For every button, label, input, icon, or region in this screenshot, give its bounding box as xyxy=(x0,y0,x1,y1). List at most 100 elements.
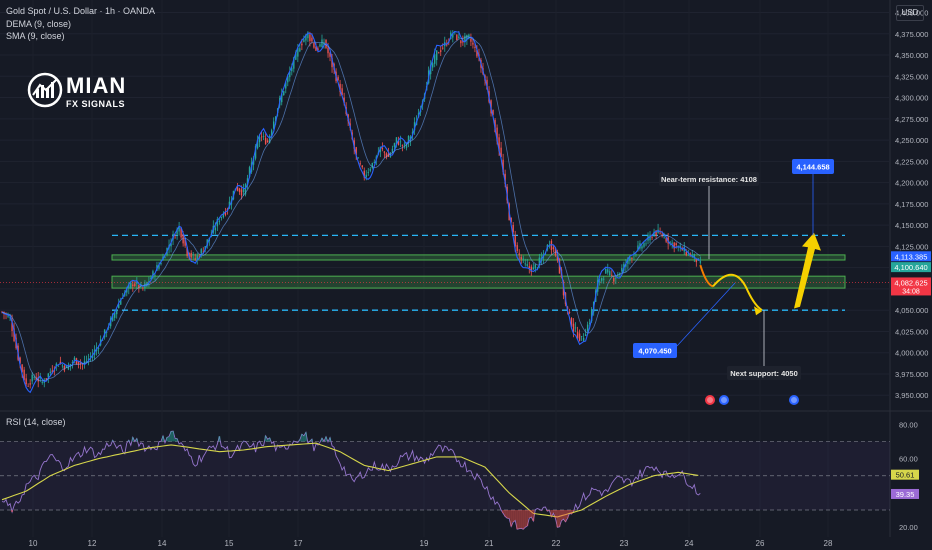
rsi-indicator-label[interactable]: RSI (14, close) xyxy=(6,417,66,427)
candle[interactable] xyxy=(574,327,577,329)
low-price-label-box[interactable] xyxy=(633,343,677,358)
candle[interactable] xyxy=(29,383,31,385)
candle[interactable] xyxy=(373,162,376,163)
candle[interactable] xyxy=(154,274,156,276)
candle[interactable] xyxy=(254,146,257,159)
candle[interactable] xyxy=(534,264,537,269)
candle[interactable] xyxy=(268,135,271,143)
candle[interactable] xyxy=(673,242,675,249)
resistance-annotation[interactable]: Near-term resistance: 4108 xyxy=(661,175,757,184)
candle[interactable] xyxy=(431,63,434,68)
candle[interactable] xyxy=(663,236,665,238)
candle[interactable] xyxy=(63,365,66,371)
candle[interactable] xyxy=(649,234,651,241)
event-flash-icon[interactable] xyxy=(705,395,715,405)
candle[interactable] xyxy=(512,225,514,233)
candle[interactable] xyxy=(651,237,653,239)
candle[interactable] xyxy=(550,241,553,251)
candle[interactable] xyxy=(287,76,289,83)
candle[interactable] xyxy=(580,335,583,337)
candle[interactable] xyxy=(470,38,472,42)
candle[interactable] xyxy=(301,43,303,46)
candle[interactable] xyxy=(586,324,589,332)
candle[interactable] xyxy=(128,284,130,289)
candle[interactable] xyxy=(45,378,47,379)
candle[interactable] xyxy=(675,243,677,246)
candle[interactable] xyxy=(200,249,202,254)
candle[interactable] xyxy=(196,255,198,260)
candle[interactable] xyxy=(216,219,219,227)
candle[interactable] xyxy=(582,337,585,342)
candle[interactable] xyxy=(79,362,82,364)
candle[interactable] xyxy=(61,365,64,367)
candle[interactable] xyxy=(71,362,74,363)
resistance-zone[interactable] xyxy=(111,254,846,261)
candle[interactable] xyxy=(120,300,122,305)
candle[interactable] xyxy=(464,35,466,42)
candle[interactable] xyxy=(576,331,579,339)
candle[interactable] xyxy=(548,245,551,247)
candle[interactable] xyxy=(607,269,609,273)
candle[interactable] xyxy=(49,371,52,373)
candle[interactable] xyxy=(411,131,414,135)
candle[interactable] xyxy=(91,354,94,358)
candle[interactable] xyxy=(685,252,687,256)
candle[interactable] xyxy=(37,377,39,382)
candle[interactable] xyxy=(570,318,573,327)
candle[interactable] xyxy=(138,285,140,289)
candle[interactable] xyxy=(309,34,311,42)
target-price-label-box[interactable] xyxy=(792,159,834,174)
candle[interactable] xyxy=(21,364,23,373)
candle[interactable] xyxy=(77,361,80,365)
candle[interactable] xyxy=(601,278,603,281)
candle[interactable] xyxy=(456,34,458,41)
candle[interactable] xyxy=(87,358,90,360)
candle[interactable] xyxy=(397,140,400,145)
candle[interactable] xyxy=(385,153,388,158)
support-annotation[interactable]: Next support: 4050 xyxy=(730,369,798,378)
candle[interactable] xyxy=(160,263,162,265)
candle[interactable] xyxy=(458,36,460,39)
candle[interactable] xyxy=(150,277,152,280)
candle[interactable] xyxy=(174,237,176,239)
candle[interactable] xyxy=(665,238,667,242)
candle[interactable] xyxy=(132,284,134,287)
candle[interactable] xyxy=(81,363,84,365)
candle[interactable] xyxy=(671,242,673,244)
candle[interactable] xyxy=(500,147,502,158)
candle[interactable] xyxy=(126,288,128,293)
candle[interactable] xyxy=(492,109,494,115)
candle[interactable] xyxy=(192,254,194,256)
candle[interactable] xyxy=(319,44,321,47)
candle[interactable] xyxy=(260,136,263,138)
candle[interactable] xyxy=(113,312,116,318)
candle[interactable] xyxy=(496,127,498,142)
candle[interactable] xyxy=(433,54,436,64)
candle[interactable] xyxy=(274,116,277,122)
candle[interactable] xyxy=(317,48,319,51)
candle[interactable] xyxy=(222,214,225,218)
candle[interactable] xyxy=(367,172,369,173)
candle[interactable] xyxy=(238,188,241,192)
sma-line[interactable] xyxy=(1,36,701,382)
candle[interactable] xyxy=(7,315,9,317)
candle[interactable] xyxy=(244,183,247,195)
candle[interactable] xyxy=(645,243,647,245)
candle[interactable] xyxy=(498,137,500,152)
candle[interactable] xyxy=(305,34,307,41)
candle[interactable] xyxy=(31,374,33,382)
candle[interactable] xyxy=(39,377,41,379)
candle[interactable] xyxy=(303,39,305,42)
candle[interactable] xyxy=(272,121,275,129)
candle[interactable] xyxy=(635,254,637,255)
candle[interactable] xyxy=(164,257,166,259)
candle[interactable] xyxy=(637,245,639,251)
candle[interactable] xyxy=(357,157,359,159)
candle[interactable] xyxy=(693,253,696,258)
candle[interactable] xyxy=(321,39,323,48)
candle[interactable] xyxy=(242,188,245,192)
candle[interactable] xyxy=(504,173,506,184)
candle[interactable] xyxy=(337,76,339,81)
candle[interactable] xyxy=(184,238,186,246)
candle[interactable] xyxy=(633,254,635,256)
